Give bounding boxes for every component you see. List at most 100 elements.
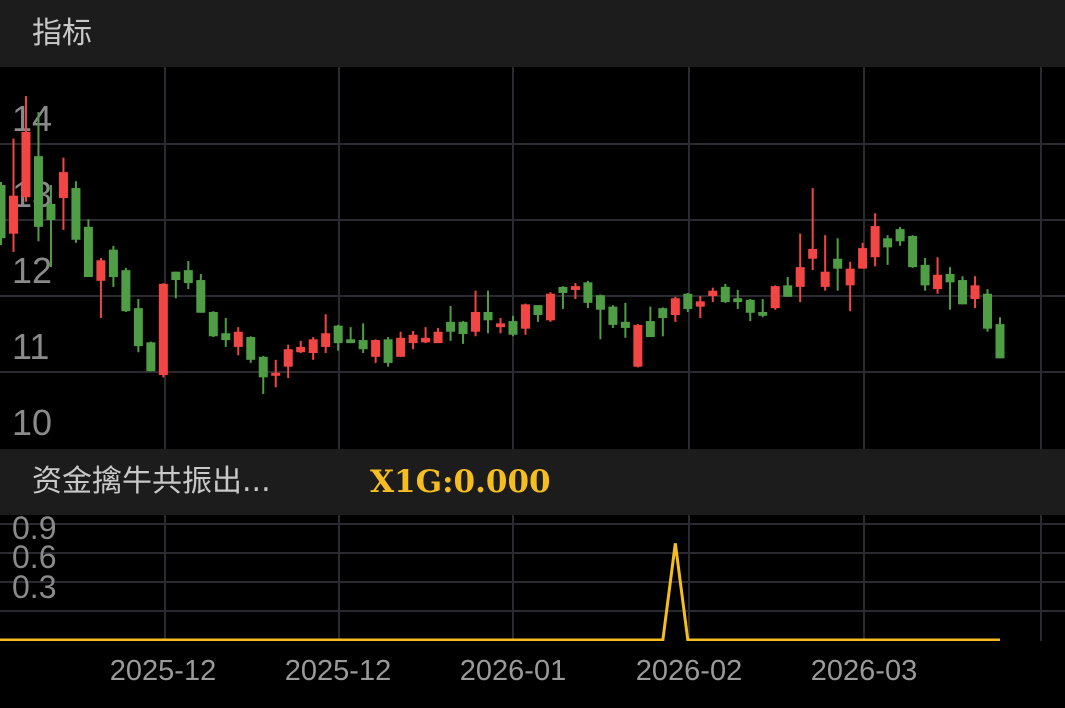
candle-body bbox=[358, 340, 368, 350]
candle-body bbox=[595, 295, 605, 310]
candle-body bbox=[296, 346, 306, 353]
candle-body bbox=[133, 308, 143, 347]
candle-body bbox=[496, 323, 505, 328]
candle-body bbox=[0, 185, 6, 239]
candle-body bbox=[995, 324, 1005, 359]
y-axis-label: 13 bbox=[12, 174, 52, 215]
candle-body bbox=[221, 333, 231, 341]
candle-body bbox=[533, 305, 543, 315]
candle-body bbox=[920, 264, 930, 286]
candle-body bbox=[558, 286, 568, 293]
candle-body bbox=[745, 299, 755, 313]
candle-body bbox=[158, 283, 168, 376]
candle-body bbox=[146, 342, 156, 372]
x-axis-label: 2025-12 bbox=[284, 655, 392, 687]
candle-body bbox=[583, 282, 593, 303]
candle-body bbox=[720, 286, 730, 303]
candle-body bbox=[845, 268, 855, 286]
sub-indicator-name[interactable]: 资金擒牛共振出... bbox=[32, 464, 271, 499]
candle-body bbox=[83, 226, 93, 277]
candle-body bbox=[71, 188, 81, 240]
candle-body bbox=[233, 331, 243, 347]
candle-body bbox=[283, 349, 293, 367]
candle-body bbox=[196, 280, 206, 313]
candle-body bbox=[908, 235, 918, 268]
candle-body bbox=[408, 334, 418, 344]
candle-body bbox=[58, 172, 68, 198]
candlestick-chart[interactable]: 14 13 12 11 10 bbox=[0, 67, 1065, 449]
x-axis-label: 2026-03 bbox=[810, 655, 918, 687]
candle-body bbox=[8, 195, 18, 234]
candle-body bbox=[570, 286, 580, 290]
indicator-title[interactable]: 指标 bbox=[32, 16, 92, 51]
candle-body bbox=[33, 156, 43, 227]
candle-body bbox=[833, 258, 843, 269]
candle-body bbox=[383, 339, 393, 363]
x1g-line bbox=[0, 543, 1000, 641]
candle-body bbox=[321, 333, 331, 347]
y-axis-label: 14 bbox=[12, 98, 52, 139]
candle-body bbox=[808, 248, 818, 259]
candle-body bbox=[795, 267, 805, 287]
sub-indicator-chart[interactable]: 0.90.60.3 bbox=[0, 515, 1065, 641]
candle-body bbox=[770, 286, 780, 309]
y-axis-label: 0.9 bbox=[12, 515, 56, 546]
candle-body bbox=[870, 226, 880, 258]
candle-body bbox=[183, 270, 193, 284]
candle-body bbox=[945, 273, 955, 283]
x-axis-label: 2026-02 bbox=[635, 655, 743, 687]
candle-body bbox=[108, 249, 118, 277]
candle-body bbox=[396, 337, 406, 357]
candle-body bbox=[683, 293, 693, 309]
candle-body bbox=[758, 311, 768, 316]
candle-body bbox=[520, 304, 530, 329]
candle-body bbox=[958, 280, 968, 305]
candle-body bbox=[483, 311, 493, 321]
y-axis-label: 11 bbox=[12, 326, 49, 367]
candle-body bbox=[258, 356, 268, 378]
candle-body bbox=[21, 131, 31, 198]
candle-body bbox=[645, 321, 655, 338]
candle-body bbox=[333, 325, 343, 344]
candle-body bbox=[983, 293, 993, 329]
candle-body bbox=[970, 285, 980, 300]
candle-body bbox=[458, 321, 468, 334]
candle-body bbox=[783, 285, 793, 297]
y-axis-label: 0.6 bbox=[12, 539, 56, 575]
candle-body bbox=[620, 321, 630, 328]
y-axis-label: 0.3 bbox=[12, 569, 56, 605]
sub-indicator-value: X1G:0.000 bbox=[370, 464, 551, 500]
sub-indicator-header: 资金擒牛共振出... X1G:0.000 bbox=[0, 449, 1065, 515]
candle-body bbox=[895, 229, 905, 242]
candle-body bbox=[171, 271, 181, 281]
candle-body bbox=[346, 339, 356, 344]
candle-body bbox=[670, 298, 680, 315]
candle-body bbox=[508, 321, 518, 335]
candle-body bbox=[733, 298, 743, 303]
candle-body bbox=[271, 372, 281, 376]
candle-body bbox=[96, 260, 106, 281]
y-axis-label: 10 bbox=[12, 402, 52, 443]
candle-body bbox=[208, 311, 218, 337]
y-axis-label: 12 bbox=[12, 250, 52, 291]
candle-body bbox=[121, 270, 131, 312]
candle-body bbox=[695, 301, 705, 307]
candle-body bbox=[858, 248, 868, 269]
candle-body bbox=[658, 308, 668, 319]
candle-body bbox=[371, 340, 381, 357]
x-axis-label: 2025-12 bbox=[109, 655, 217, 687]
candle-body bbox=[608, 306, 618, 325]
indicator-header: 指标 bbox=[0, 0, 1065, 67]
candle-body bbox=[446, 321, 456, 332]
candle-body bbox=[433, 331, 443, 344]
candle-body bbox=[820, 271, 830, 287]
candle-body bbox=[883, 238, 893, 248]
candle-body bbox=[545, 293, 555, 321]
candle-body bbox=[633, 324, 643, 367]
candle-body bbox=[421, 337, 431, 343]
candle-body bbox=[308, 339, 318, 353]
x-axis-label: 2026-01 bbox=[459, 655, 567, 687]
candle-body bbox=[933, 274, 943, 290]
candle-body bbox=[246, 337, 256, 360]
candle-body bbox=[471, 311, 481, 332]
